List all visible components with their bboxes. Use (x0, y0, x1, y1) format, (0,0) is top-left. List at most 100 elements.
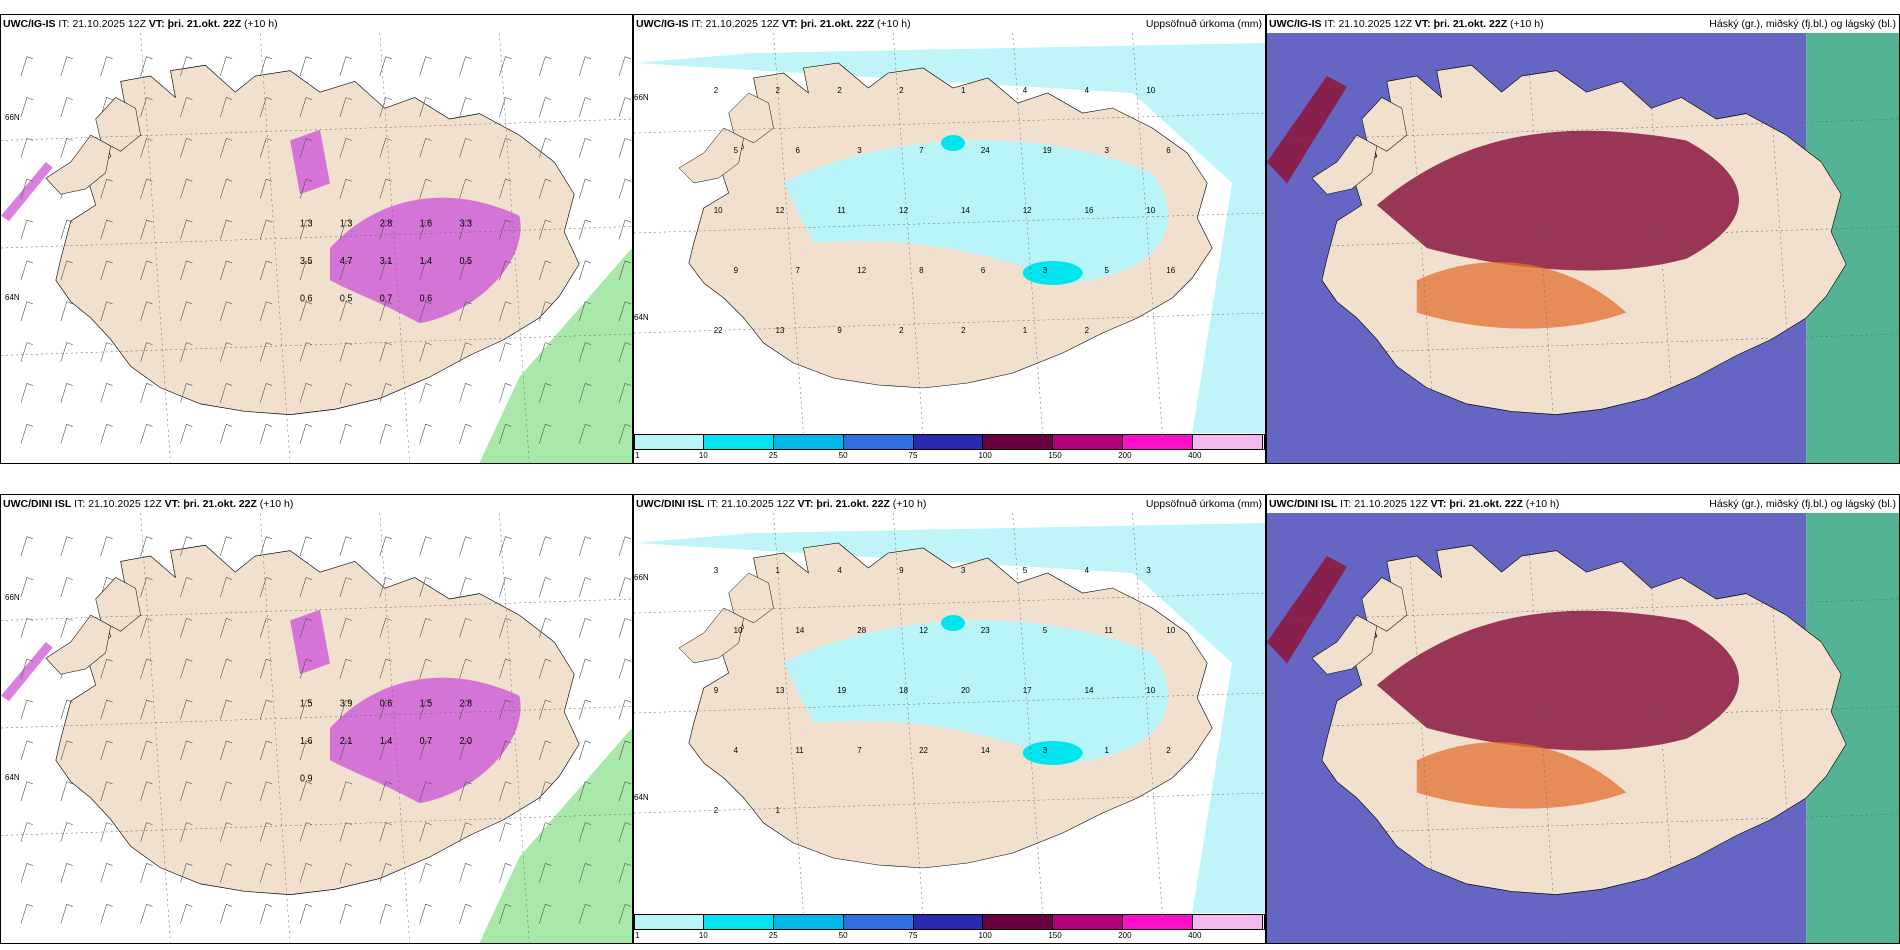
precip-value-label: 19 (1043, 146, 1052, 155)
field-title: Háský (gr.), miðský (fj.bl.) og lágský (… (1709, 498, 1896, 510)
wind-barb (140, 781, 153, 802)
wind-barb (259, 423, 273, 444)
wind-barb (539, 56, 552, 77)
wind-barb (459, 863, 472, 883)
wind-value-label: 2.0 (460, 736, 472, 746)
colorbar-tick: 100 (978, 451, 992, 460)
wind-barb (499, 903, 512, 924)
vt-value: þri. 21.okt. 22Z (1449, 498, 1523, 510)
land-iceland (55, 64, 580, 415)
wind-barb (618, 822, 632, 843)
wind-barb (419, 178, 432, 199)
wind-barb (499, 863, 512, 883)
colorbar-swatch (634, 434, 704, 450)
wind-barb (419, 699, 432, 720)
map-area (1267, 33, 1899, 463)
map-area: 1.3 1.3 2.8 1.6 3.3 3.5 4.7 3.1 1.4 0.5 0.6 0.5 0.7 0… (1, 33, 632, 463)
colorbar-swatch (913, 914, 984, 930)
precip-value-label: 18 (899, 686, 908, 695)
vt-value: þri. 21.okt. 22Z (816, 498, 890, 510)
wind-value-label: 2.8 (460, 698, 472, 708)
land-westfjords (678, 607, 744, 664)
wind-barb (299, 260, 313, 281)
wind-barb (578, 342, 592, 363)
precip-value-label: 10 (714, 206, 723, 215)
wind-barb (618, 740, 632, 761)
map-panel-cloud-ig: UWC/IG-IS IT: 21.10.2025 12Z VT: þri. 21… (1266, 14, 1900, 464)
wind-barb (339, 178, 352, 199)
wind-barb (539, 863, 552, 883)
wind-barb (220, 863, 233, 883)
wind-barb (618, 617, 632, 638)
axis-label-lat_64: 64N (5, 293, 20, 302)
precip-value-label: 8 (919, 266, 924, 275)
wind-barb (220, 260, 233, 281)
wind-barb (299, 137, 313, 158)
vt-value: þri. 21.okt. 22Z (167, 18, 242, 30)
wind-barb (618, 383, 632, 403)
graticule-line (259, 513, 291, 943)
precip-value-label: 16 (1166, 266, 1175, 275)
wind-barb (339, 301, 352, 322)
wind-barb (339, 219, 352, 240)
precip-value-label: 11 (795, 746, 804, 755)
wind-barb (180, 781, 193, 802)
wind-barb (20, 260, 33, 281)
graticule-line (140, 33, 171, 463)
map-area (1267, 513, 1899, 943)
wind-barb (20, 577, 33, 597)
axis-label-lat_64: 64N (634, 793, 649, 802)
precip-value-label: 9 (837, 326, 842, 335)
axis-label-lat_66: 66N (5, 113, 20, 122)
wind-barb (20, 56, 33, 77)
wind-barb (379, 536, 392, 557)
wind-barb (419, 822, 432, 843)
colorbar-tick: 10 (698, 451, 708, 460)
wind-barb (20, 822, 33, 843)
graticule-line (634, 692, 1265, 714)
wind-barb (499, 260, 512, 281)
wind-barb (339, 56, 352, 77)
wind-barb (459, 536, 472, 557)
colorbar-swatch (773, 914, 844, 930)
colorbar-tick: 50 (838, 451, 848, 460)
colorbar-swatch (843, 914, 914, 930)
wind-barb (379, 219, 392, 240)
wind-barb (539, 577, 552, 597)
panel-header: UWC/IG-IS IT: 21.10.2025 12Z VT: þri. 21… (634, 15, 1265, 33)
wind-barb (539, 423, 552, 444)
colorbar-tick: 1 (635, 931, 640, 940)
wind-barb (379, 56, 392, 77)
magenta-precip-area (329, 677, 521, 804)
precip-value-label: 3 (714, 566, 719, 575)
wind-barb (459, 699, 472, 720)
wind-barb (419, 423, 432, 444)
wind-barb (100, 178, 113, 199)
wind-barb (220, 137, 233, 158)
precip-value-label: 28 (857, 626, 866, 635)
precip-value-label: 7 (795, 266, 800, 275)
wind-barb (299, 617, 313, 638)
wind-barb (60, 301, 73, 322)
wind-barb (60, 219, 73, 240)
precip-value-label: 12 (899, 206, 908, 215)
vt-label: VT: (1430, 498, 1447, 510)
precip-value-label: 12 (857, 266, 866, 275)
it-value: 21.10.2025 12Z (88, 498, 162, 510)
wind-barb (379, 577, 392, 597)
wind-barb (539, 822, 552, 843)
wind-value-label: 0.6 (380, 698, 392, 708)
wind-barb (100, 97, 113, 117)
wind-barb (20, 658, 33, 679)
colorbar-swatch (1193, 434, 1263, 450)
land-westfjords (678, 127, 744, 184)
graticule-line (1646, 513, 1677, 943)
graticule-line (773, 33, 804, 433)
wind-value-label: 4.7 (340, 256, 352, 266)
precip-value-label: 3 (1146, 566, 1151, 575)
wind-barb (140, 219, 153, 240)
wind-barb (220, 219, 233, 240)
wind-barb (339, 577, 352, 597)
wind-value-label: 1.5 (420, 698, 432, 708)
map-panel-cloud-dini: UWC/DINI ISL IT: 21.10.2025 12Z VT: þri.… (1266, 494, 1900, 944)
